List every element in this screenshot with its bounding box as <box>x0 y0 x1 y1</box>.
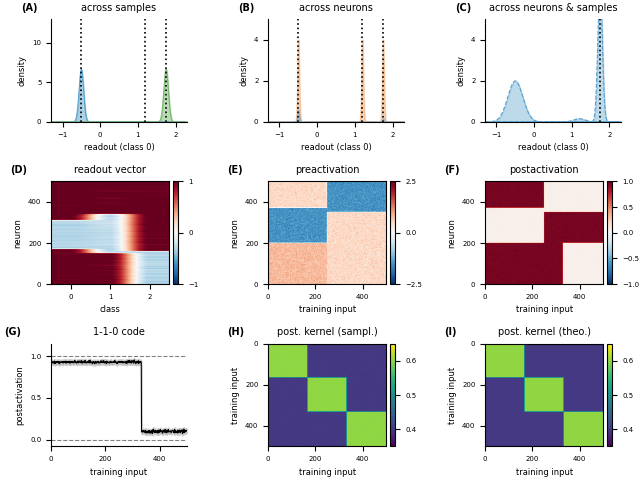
Title: post. kernel (theo.): post. kernel (theo.) <box>498 327 591 337</box>
Y-axis label: training input: training input <box>447 367 456 424</box>
Y-axis label: neuron: neuron <box>447 218 456 248</box>
Text: (C): (C) <box>455 3 472 13</box>
X-axis label: training input: training input <box>299 468 356 477</box>
Text: (I): (I) <box>444 327 456 337</box>
X-axis label: readout (class 0): readout (class 0) <box>84 143 154 152</box>
Y-axis label: density: density <box>239 55 248 86</box>
Y-axis label: density: density <box>456 55 465 86</box>
Text: (D): (D) <box>10 165 27 175</box>
Y-axis label: neuron: neuron <box>230 218 239 248</box>
Text: (H): (H) <box>227 327 244 337</box>
X-axis label: readout (class 0): readout (class 0) <box>518 143 588 152</box>
Text: (F): (F) <box>444 165 460 175</box>
Title: postactivation: postactivation <box>509 165 579 175</box>
Title: post. kernel (sampl.): post. kernel (sampl.) <box>277 327 378 337</box>
Text: (G): (G) <box>4 327 20 337</box>
Y-axis label: postactivation: postactivation <box>15 365 25 425</box>
Text: (E): (E) <box>227 165 243 175</box>
X-axis label: training input: training input <box>516 305 573 314</box>
X-axis label: training input: training input <box>90 468 148 477</box>
Title: readout vector: readout vector <box>74 165 146 175</box>
X-axis label: training input: training input <box>299 305 356 314</box>
Title: across neurons: across neurons <box>299 3 373 13</box>
Y-axis label: density: density <box>18 55 27 86</box>
Text: (B): (B) <box>238 3 255 13</box>
Title: across neurons & samples: across neurons & samples <box>489 3 617 13</box>
Y-axis label: training input: training input <box>230 367 239 424</box>
Text: (A): (A) <box>21 3 38 13</box>
Title: across samples: across samples <box>81 3 157 13</box>
Title: preactivation: preactivation <box>295 165 360 175</box>
X-axis label: class: class <box>100 305 120 314</box>
Y-axis label: neuron: neuron <box>13 218 22 248</box>
Title: 1-1-0 code: 1-1-0 code <box>93 327 145 337</box>
X-axis label: training input: training input <box>516 468 573 477</box>
X-axis label: readout (class 0): readout (class 0) <box>301 143 371 152</box>
